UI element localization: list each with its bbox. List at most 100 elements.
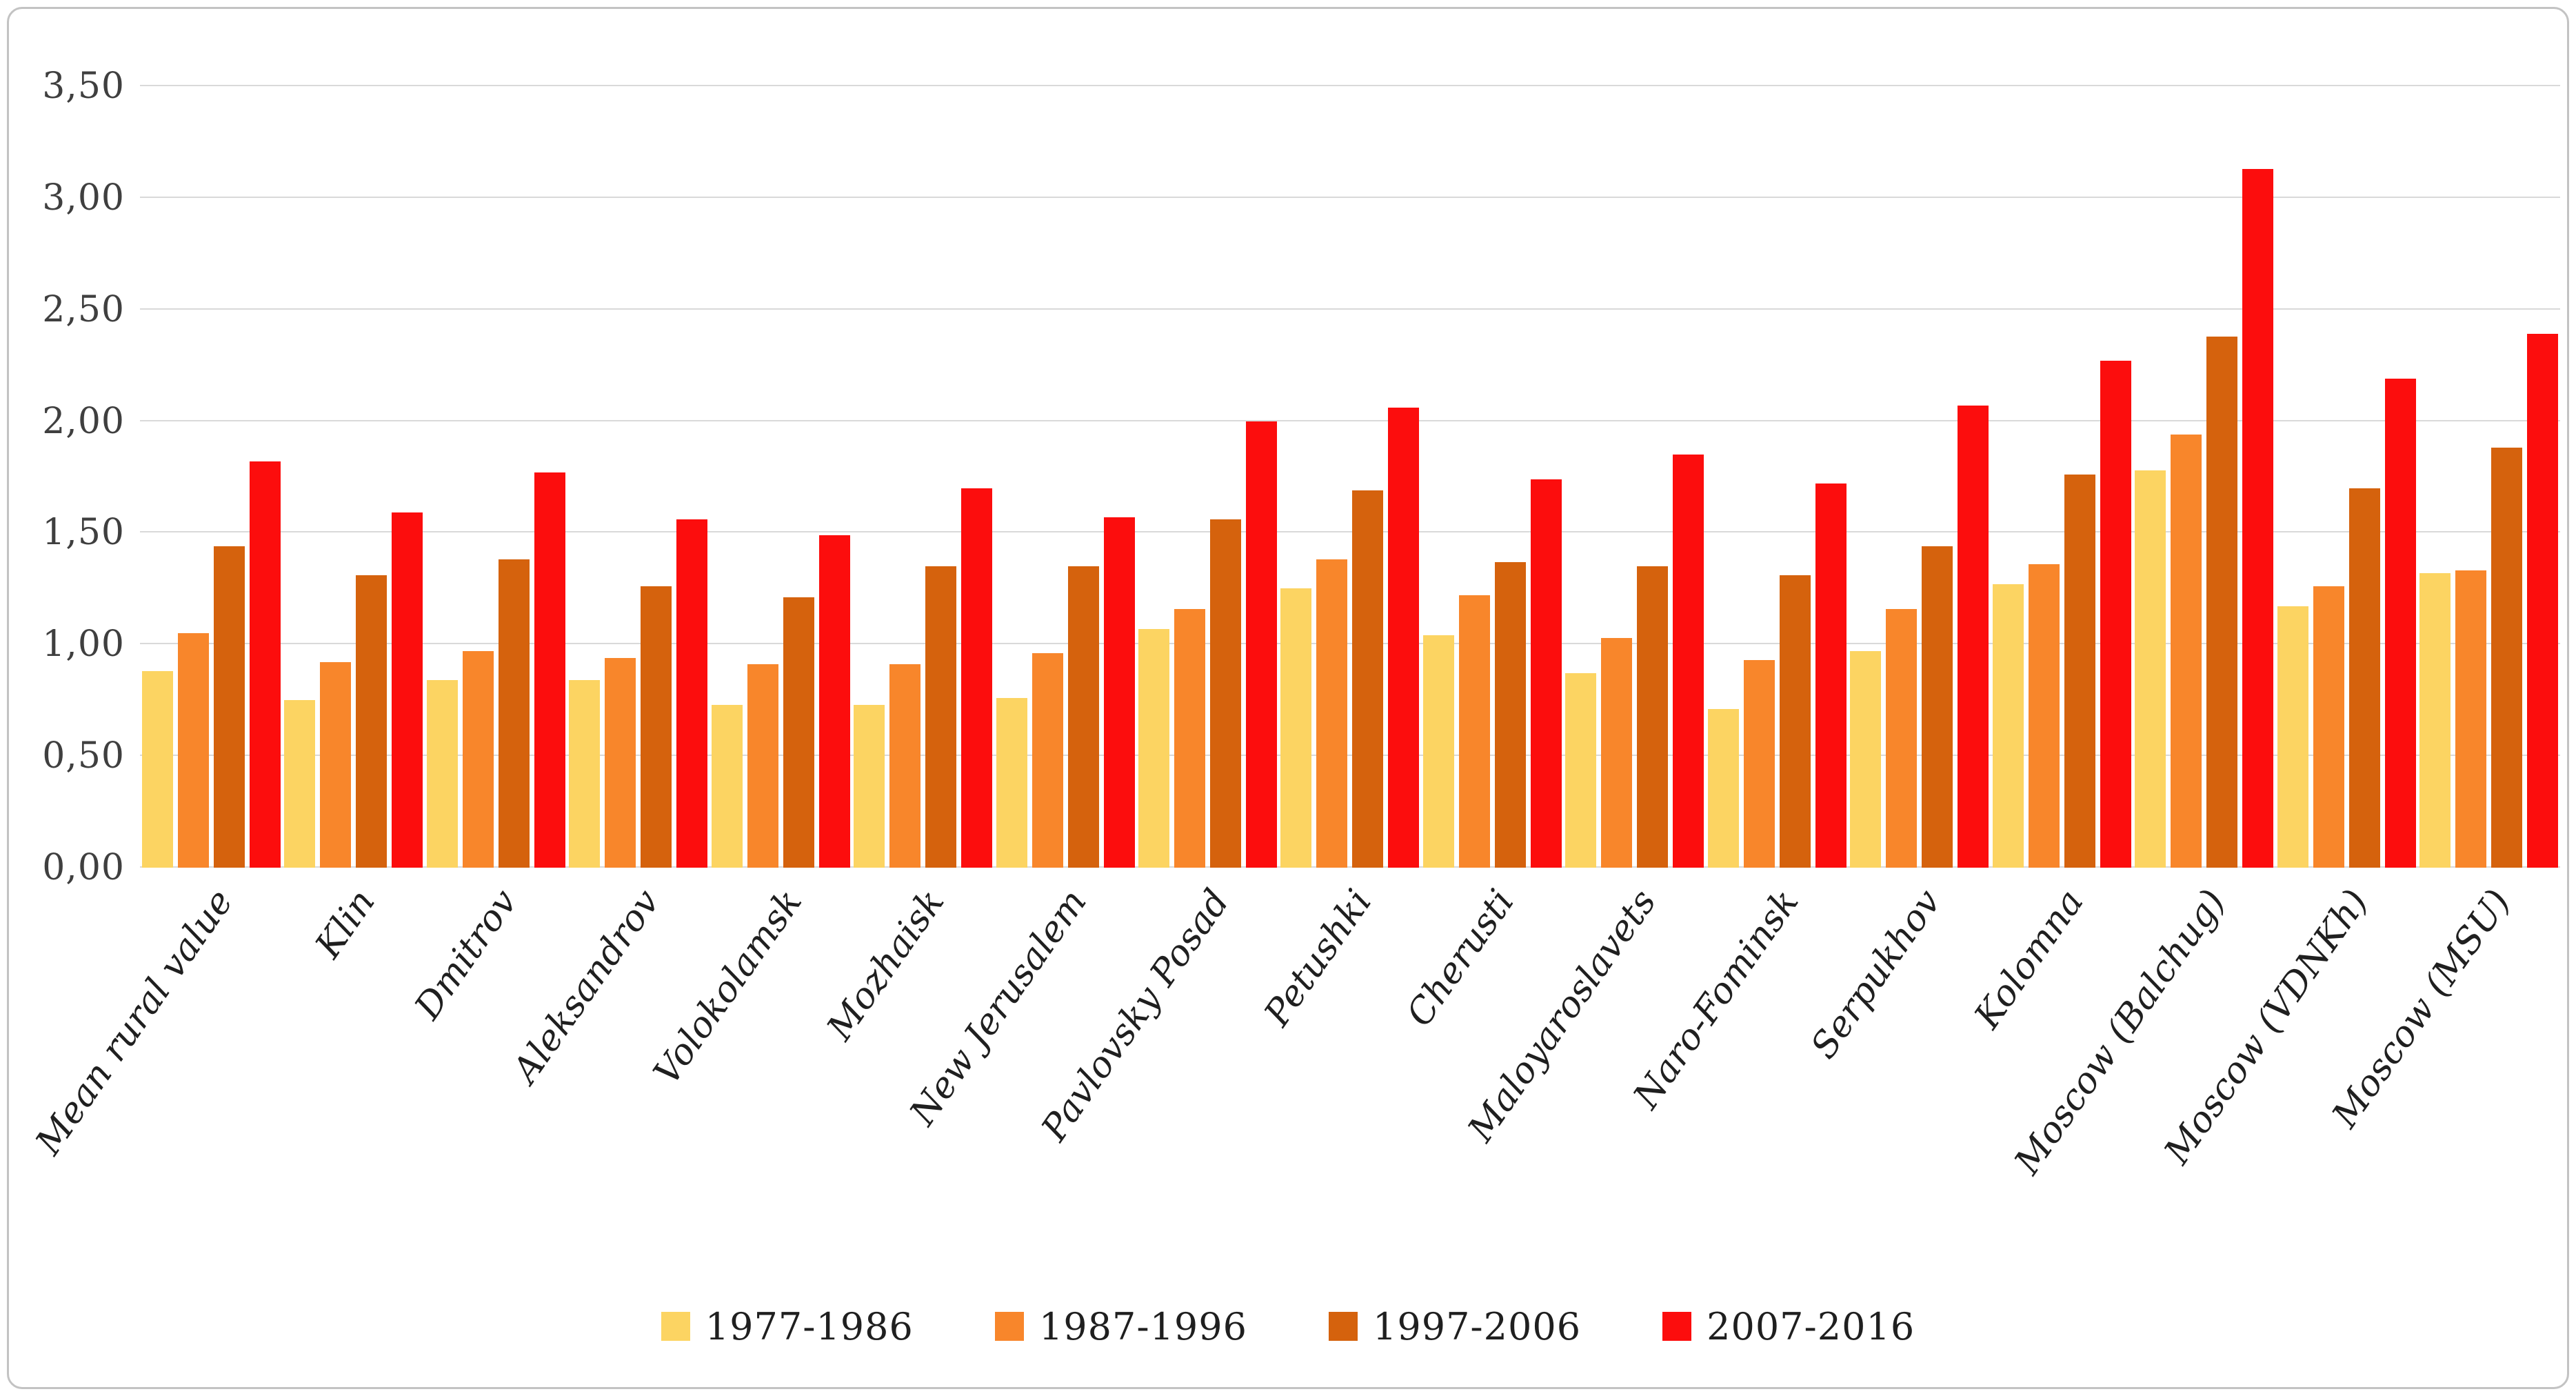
bar <box>2171 435 2202 868</box>
y-axis: 0,00 0,50 1,00 1,50 2,00 2,50 3,00 3,50 <box>14 66 125 888</box>
y-tick-label: 3,50 <box>42 66 125 107</box>
legend-label: 1997-2006 <box>1373 1304 1582 1348</box>
legend-swatch <box>661 1312 690 1341</box>
bar <box>1815 483 1847 868</box>
bar-group <box>2133 86 2275 868</box>
grid-line <box>140 85 2560 86</box>
bar-group <box>2418 86 2560 868</box>
bar-group <box>1136 86 1278 868</box>
bar <box>889 664 921 868</box>
bar <box>783 597 814 868</box>
bar <box>569 680 601 868</box>
bar <box>1886 608 1918 868</box>
bar <box>1067 566 1099 868</box>
bar <box>1103 517 1135 868</box>
bar <box>2313 586 2344 868</box>
y-tick-label: 1,50 <box>42 512 125 554</box>
legend-item: 1977-1986 <box>661 1305 914 1348</box>
bar-group <box>994 86 1136 868</box>
bar <box>2419 572 2451 868</box>
legend-label: 1987-1996 <box>1038 1304 1247 1348</box>
bar <box>2491 448 2523 868</box>
bar <box>711 704 743 868</box>
bar-group <box>852 86 994 868</box>
bar <box>676 519 708 868</box>
y-tick-label: 2,50 <box>42 288 125 330</box>
bar <box>1494 561 1526 868</box>
bar <box>2242 168 2274 868</box>
category-label: Aleksandrov <box>505 882 668 1090</box>
legend: 1977-1986 1987-1996 1997-2006 2007-2016 <box>9 1288 2567 1364</box>
bar <box>426 680 458 868</box>
bar <box>1992 584 2024 868</box>
bar-group <box>282 86 424 868</box>
bar <box>1352 490 1384 868</box>
bar-group <box>1279 86 1421 868</box>
bar <box>1280 588 1312 868</box>
bar <box>462 651 494 868</box>
legend-swatch <box>994 1312 1024 1341</box>
bar-group <box>710 86 852 868</box>
bar <box>2100 361 2131 868</box>
category-label: Kolomna <box>1966 882 2092 1037</box>
bar-group <box>567 86 709 868</box>
bar <box>2206 336 2238 868</box>
bar <box>1138 628 1170 868</box>
legend-item: 2007-2016 <box>1662 1305 1915 1348</box>
category-label: Cherusti <box>1398 882 1522 1035</box>
bar <box>534 472 565 868</box>
legend-item: 1997-2006 <box>1329 1305 1581 1348</box>
bar <box>392 512 423 868</box>
bar <box>854 704 885 868</box>
bar <box>961 488 993 868</box>
bar <box>1850 651 1882 868</box>
y-tick-label: 1,00 <box>42 624 125 666</box>
category-label: Petushki <box>1256 882 1380 1034</box>
plot-area <box>140 85 2560 868</box>
bar <box>498 559 530 868</box>
bar <box>2064 475 2095 868</box>
bar <box>284 700 316 868</box>
bar-group <box>1991 86 2133 868</box>
y-tick-label: 2,00 <box>42 400 125 442</box>
bar <box>1637 566 1669 868</box>
chart-frame: 0,00 0,50 1,00 1,50 2,00 2,50 3,00 3,50 Mean ru… <box>7 7 2569 1389</box>
bar <box>2527 334 2559 868</box>
bar-group <box>2275 86 2417 868</box>
bar <box>320 662 352 868</box>
category-label: Volokolamsk <box>645 882 811 1093</box>
bar <box>1174 608 1206 868</box>
bar <box>1779 575 1811 868</box>
bar <box>1707 709 1739 868</box>
y-tick-label: 0,00 <box>42 847 125 888</box>
bar <box>925 566 957 868</box>
grid-line <box>140 643 2560 645</box>
bar <box>249 461 281 868</box>
bar <box>747 664 778 868</box>
bar <box>2455 570 2487 868</box>
bar <box>1922 546 1953 868</box>
category-label: Mozhaisk <box>819 882 953 1048</box>
category-label: Mean rural value <box>28 882 241 1163</box>
bar-group <box>1564 86 1706 868</box>
bar <box>1958 405 1989 868</box>
bar <box>1601 637 1633 868</box>
category-label: Serpukhov <box>1803 882 1950 1066</box>
grid-line <box>140 866 2560 868</box>
bar <box>1530 479 1562 868</box>
bar <box>818 535 850 868</box>
bar <box>2384 379 2416 868</box>
grid-line <box>140 196 2560 198</box>
category-label: Klin <box>308 882 383 966</box>
bar <box>1743 659 1775 868</box>
bar <box>1422 635 1454 868</box>
bar <box>1032 653 1063 868</box>
legend-swatch <box>1662 1312 1692 1341</box>
bar <box>2135 470 2166 868</box>
bar <box>2277 606 2308 868</box>
bar-group <box>1421 86 1563 868</box>
grid-line <box>140 755 2560 757</box>
x-axis-labels: Mean rural value Klin Dmitrov Aleksandrov Vo… <box>28 872 2560 1314</box>
grid-line <box>140 419 2560 421</box>
bar <box>1388 408 1420 868</box>
